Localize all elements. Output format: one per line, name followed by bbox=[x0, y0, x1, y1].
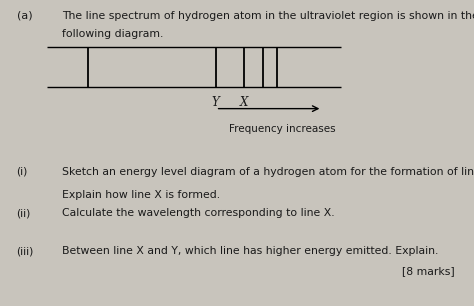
Text: X: X bbox=[240, 96, 248, 109]
Text: Sketch an energy level diagram of a hydrogen atom for the formation of line X.: Sketch an energy level diagram of a hydr… bbox=[62, 167, 474, 177]
Text: Frequency increases: Frequency increases bbox=[229, 124, 335, 134]
Text: (iii): (iii) bbox=[17, 246, 34, 256]
Text: Y: Y bbox=[212, 96, 219, 109]
Text: [8 marks]: [8 marks] bbox=[402, 266, 455, 276]
Text: following diagram.: following diagram. bbox=[62, 29, 163, 39]
Text: The line spectrum of hydrogen atom in the ultraviolet region is shown in the: The line spectrum of hydrogen atom in th… bbox=[62, 11, 474, 21]
Text: (ii): (ii) bbox=[17, 208, 31, 218]
Text: (i): (i) bbox=[17, 167, 28, 177]
Text: (a): (a) bbox=[17, 11, 32, 21]
Text: Calculate the wavelength corresponding to line X.: Calculate the wavelength corresponding t… bbox=[62, 208, 334, 218]
Text: Explain how line X is formed.: Explain how line X is formed. bbox=[62, 190, 220, 200]
Text: Between line X and Y, which line has higher energy emitted. Explain.: Between line X and Y, which line has hig… bbox=[62, 246, 438, 256]
